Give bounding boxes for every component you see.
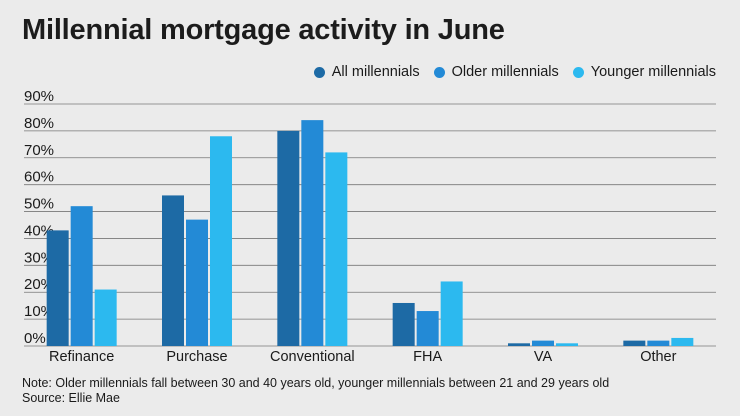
x-tick-label: Purchase — [166, 349, 227, 365]
bar — [392, 302, 415, 346]
y-tick-label: 30% — [24, 249, 54, 266]
bar — [508, 343, 530, 346]
bar — [532, 340, 554, 346]
legend-marker-younger — [572, 66, 584, 78]
legend-item-older: Older millennials — [433, 64, 559, 80]
legend-label-all: All millennials — [331, 64, 420, 80]
bar — [556, 343, 578, 346]
x-tick-label: Other — [640, 349, 676, 365]
bar — [277, 130, 300, 346]
legend-marker-older — [433, 66, 445, 78]
y-tick-label: 20% — [24, 276, 54, 293]
legend-item-younger: Younger millennials — [572, 64, 716, 80]
x-tick-label: Conventional — [270, 349, 355, 365]
note-text: Note: Older millennials fall between 30 … — [22, 376, 610, 390]
chart-legend: All millennials Older millennials Younge… — [300, 64, 716, 80]
y-tick-label: 50% — [24, 196, 54, 213]
x-tick-label: FHA — [413, 349, 442, 365]
legend-item-all: All millennials — [313, 64, 420, 80]
bar — [647, 340, 670, 346]
y-tick-label: 70% — [24, 142, 54, 159]
bar — [325, 152, 348, 346]
y-tick-label: 40% — [24, 222, 54, 239]
legend-marker-all — [313, 66, 325, 78]
bar — [162, 195, 184, 346]
bar — [301, 120, 324, 346]
bar — [440, 281, 463, 346]
legend-label-older: Older millennials — [451, 64, 559, 80]
chart-title: Millennial mortgage activity in June — [22, 14, 505, 46]
bar — [671, 337, 694, 346]
y-tick-label: 10% — [24, 303, 54, 320]
bar — [416, 311, 439, 346]
bar — [46, 230, 69, 346]
bar — [186, 219, 208, 346]
y-tick-label: 60% — [24, 169, 54, 186]
bar — [94, 289, 117, 346]
y-tick-label: 80% — [24, 115, 54, 132]
x-tick-label: VA — [534, 349, 553, 365]
y-tick-label: 0% — [24, 330, 46, 347]
legend-label-younger: Younger millennials — [590, 64, 716, 80]
y-tick-label: 90% — [24, 88, 54, 105]
bar — [210, 136, 232, 346]
source-text: Source: Ellie Mae — [22, 391, 120, 405]
bar — [623, 340, 646, 346]
chart-footnote: Note: Older millennials fall between 30 … — [22, 376, 609, 406]
x-tick-label: Refinance — [49, 349, 114, 365]
bar — [70, 206, 93, 346]
